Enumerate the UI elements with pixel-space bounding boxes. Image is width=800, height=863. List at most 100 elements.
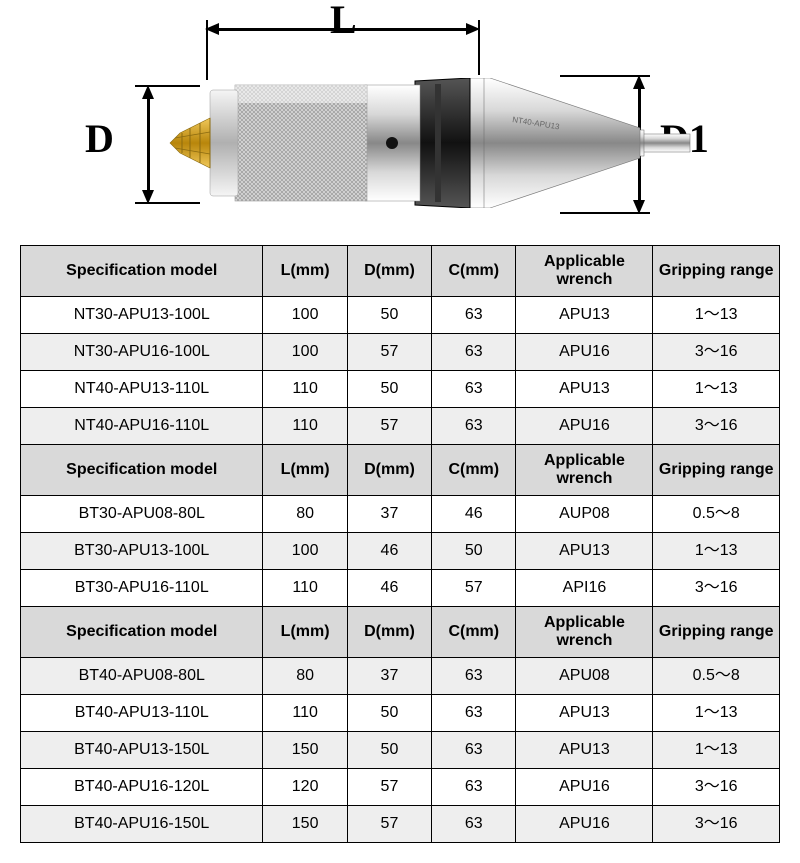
header-row: Specification modelL(mm)D(mm)C(mm)Applic… bbox=[21, 246, 780, 297]
header-L: L(mm) bbox=[263, 246, 347, 297]
header-D: D(mm) bbox=[347, 246, 431, 297]
cell-wrench: APU13 bbox=[516, 371, 653, 408]
cell-D: 50 bbox=[347, 297, 431, 334]
header-grip: Gripping range bbox=[653, 445, 780, 496]
cell-wrench: APU13 bbox=[516, 732, 653, 769]
cell-C: 63 bbox=[432, 371, 516, 408]
cell-model: BT40-APU08-80L bbox=[21, 658, 263, 695]
cell-C: 63 bbox=[432, 732, 516, 769]
cell-L: 100 bbox=[263, 297, 347, 334]
table-row: BT40-APU16-150L1505763APU163～16 bbox=[21, 806, 780, 843]
header-C: C(mm) bbox=[432, 246, 516, 297]
dim-ext-D1-top bbox=[560, 75, 650, 77]
cell-wrench: APU13 bbox=[516, 695, 653, 732]
cell-wrench: APU13 bbox=[516, 533, 653, 570]
cell-D: 57 bbox=[347, 334, 431, 371]
table-row: NT40-APU13-110L1105063APU131～13 bbox=[21, 371, 780, 408]
cell-model: BT30-APU16-110L bbox=[21, 570, 263, 607]
table-row: NT40-APU16-110L1105763APU163～16 bbox=[21, 408, 780, 445]
cell-wrench: APU13 bbox=[516, 297, 653, 334]
cell-grip: 1～13 bbox=[653, 297, 780, 334]
dim-ext-D1-bot bbox=[560, 212, 650, 214]
table-row: BT40-APU13-110L1105063APU131～13 bbox=[21, 695, 780, 732]
cell-model: NT40-APU16-110L bbox=[21, 408, 263, 445]
header-C: C(mm) bbox=[432, 445, 516, 496]
cell-L: 110 bbox=[263, 695, 347, 732]
cell-wrench: API16 bbox=[516, 570, 653, 607]
cell-L: 110 bbox=[263, 371, 347, 408]
table-row: NT30-APU16-100L1005763APU163～16 bbox=[21, 334, 780, 371]
header-row: Specification modelL(mm)D(mm)C(mm)Applic… bbox=[21, 607, 780, 658]
dim-ext-L-left bbox=[206, 20, 208, 80]
cell-model: NT40-APU13-110L bbox=[21, 371, 263, 408]
header-row: Specification modelL(mm)D(mm)C(mm)Applic… bbox=[21, 445, 780, 496]
cell-grip: 3～16 bbox=[653, 334, 780, 371]
header-model: Specification model bbox=[21, 246, 263, 297]
header-L: L(mm) bbox=[263, 445, 347, 496]
cell-C: 63 bbox=[432, 806, 516, 843]
header-grip: Gripping range bbox=[653, 607, 780, 658]
header-model: Specification model bbox=[21, 445, 263, 496]
dim-label-L: L bbox=[330, 0, 357, 43]
cell-model: BT30-APU13-100L bbox=[21, 533, 263, 570]
dim-label-D: D bbox=[85, 115, 114, 162]
cell-grip: 1～13 bbox=[653, 695, 780, 732]
cell-L: 110 bbox=[263, 408, 347, 445]
cell-grip: 1～13 bbox=[653, 533, 780, 570]
cell-C: 57 bbox=[432, 570, 516, 607]
cell-C: 46 bbox=[432, 496, 516, 533]
cell-L: 150 bbox=[263, 732, 347, 769]
cell-model: BT40-APU13-150L bbox=[21, 732, 263, 769]
cell-grip: 3～16 bbox=[653, 806, 780, 843]
cell-grip: 0.5～8 bbox=[653, 658, 780, 695]
cell-C: 63 bbox=[432, 408, 516, 445]
header-grip: Gripping range bbox=[653, 246, 780, 297]
cell-model: BT40-APU13-110L bbox=[21, 695, 263, 732]
cell-wrench: AUP08 bbox=[516, 496, 653, 533]
table-row: BT30-APU13-100L1004650APU131～13 bbox=[21, 533, 780, 570]
cell-L: 150 bbox=[263, 806, 347, 843]
cell-model: NT30-APU13-100L bbox=[21, 297, 263, 334]
cell-D: 50 bbox=[347, 371, 431, 408]
table-row: NT30-APU13-100L1005063APU131～13 bbox=[21, 297, 780, 334]
cell-L: 100 bbox=[263, 533, 347, 570]
cell-L: 100 bbox=[263, 334, 347, 371]
diagram-area: L D D1 bbox=[0, 0, 800, 245]
header-model: Specification model bbox=[21, 607, 263, 658]
table-row: BT30-APU16-110L1104657API163～16 bbox=[21, 570, 780, 607]
cell-model: NT30-APU16-100L bbox=[21, 334, 263, 371]
cell-D: 46 bbox=[347, 570, 431, 607]
cell-D: 57 bbox=[347, 408, 431, 445]
header-wrench: Applicable wrench bbox=[516, 445, 653, 496]
cell-D: 50 bbox=[347, 732, 431, 769]
cell-D: 50 bbox=[347, 695, 431, 732]
table-row: BT40-APU08-80L803763APU080.5～8 bbox=[21, 658, 780, 695]
header-wrench: Applicable wrench bbox=[516, 246, 653, 297]
header-wrench: Applicable wrench bbox=[516, 607, 653, 658]
header-D: D(mm) bbox=[347, 607, 431, 658]
cell-wrench: APU16 bbox=[516, 408, 653, 445]
cell-grip: 3～16 bbox=[653, 408, 780, 445]
cell-D: 46 bbox=[347, 533, 431, 570]
cell-wrench: APU08 bbox=[516, 658, 653, 695]
cell-C: 63 bbox=[432, 658, 516, 695]
cell-grip: 0.5～8 bbox=[653, 496, 780, 533]
header-C: C(mm) bbox=[432, 607, 516, 658]
cell-grip: 1～13 bbox=[653, 732, 780, 769]
cell-model: BT40-APU16-150L bbox=[21, 806, 263, 843]
cell-C: 50 bbox=[432, 533, 516, 570]
cell-C: 63 bbox=[432, 334, 516, 371]
cell-grip: 3～16 bbox=[653, 570, 780, 607]
cell-wrench: APU16 bbox=[516, 334, 653, 371]
tool-holder-drawing: NT40-APU13 bbox=[140, 78, 700, 208]
cell-D: 57 bbox=[347, 806, 431, 843]
cell-L: 80 bbox=[263, 496, 347, 533]
spec-table: Specification modelL(mm)D(mm)C(mm)Applic… bbox=[20, 245, 780, 843]
cell-L: 110 bbox=[263, 570, 347, 607]
header-D: D(mm) bbox=[347, 445, 431, 496]
cell-L: 80 bbox=[263, 658, 347, 695]
header-L: L(mm) bbox=[263, 607, 347, 658]
dim-line-L bbox=[218, 28, 468, 31]
table-row: BT40-APU13-150L1505063APU131～13 bbox=[21, 732, 780, 769]
cell-D: 37 bbox=[347, 658, 431, 695]
